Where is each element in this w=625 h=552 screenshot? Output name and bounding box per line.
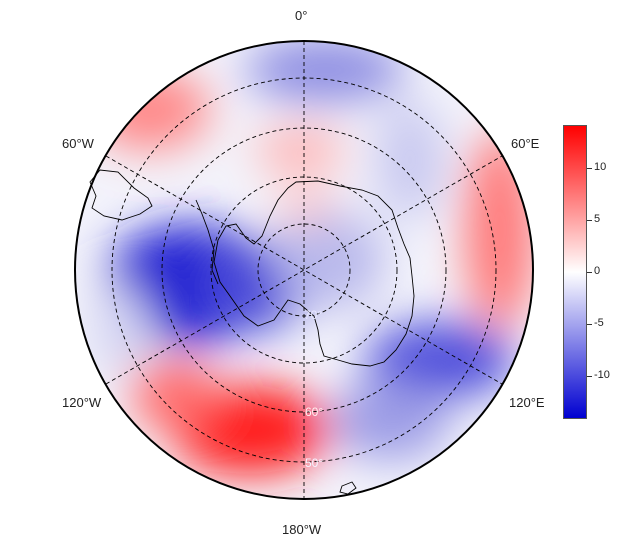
graticule <box>105 41 503 499</box>
meridian-label-0: 0° <box>295 8 308 23</box>
latitude-label-70: 70° <box>304 308 323 322</box>
colorbar-tick-label: 10 <box>594 160 607 173</box>
colorbar-tick-mark <box>587 324 592 326</box>
meridian-label-120w: 120°W <box>62 395 102 410</box>
colorbar-tick-label: -10 <box>594 369 610 382</box>
colorbar-tick-mark <box>587 272 592 273</box>
anomaly-field <box>75 41 533 499</box>
colorbar-tick-label: -5 <box>594 317 604 330</box>
meridian-label-60e: 60°E <box>511 136 540 151</box>
coastline <box>89 169 415 495</box>
colorbar-gradient <box>564 126 586 418</box>
map-boundary <box>74 40 534 500</box>
meridian-label-60w: 60°W <box>62 136 94 151</box>
latitude-label-60: 60° <box>305 405 324 419</box>
meridian-label-120e: 120°E <box>509 395 545 410</box>
colorbar-tick-label: 5 <box>594 212 601 225</box>
colorbar-tick-mark <box>587 167 592 169</box>
colorbar <box>563 125 587 419</box>
meridian-label-180: 180°W <box>282 522 322 537</box>
colorbar-tick-label: 0 <box>594 265 601 277</box>
latitude-label-50: 50° <box>305 456 324 470</box>
colorbar-tick-mark <box>587 219 592 221</box>
colorbar-tick-mark <box>587 376 592 378</box>
